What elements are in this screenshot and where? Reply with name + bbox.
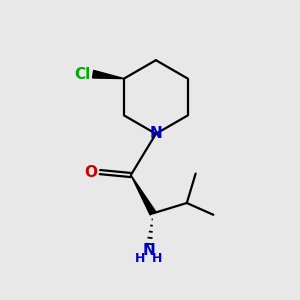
Polygon shape (93, 70, 124, 79)
Text: O: O (85, 165, 98, 180)
Text: N: N (149, 126, 162, 141)
Text: Cl: Cl (74, 67, 91, 82)
Text: H: H (135, 253, 146, 266)
Text: N: N (142, 243, 155, 258)
Polygon shape (131, 175, 156, 215)
Text: H: H (152, 253, 162, 266)
